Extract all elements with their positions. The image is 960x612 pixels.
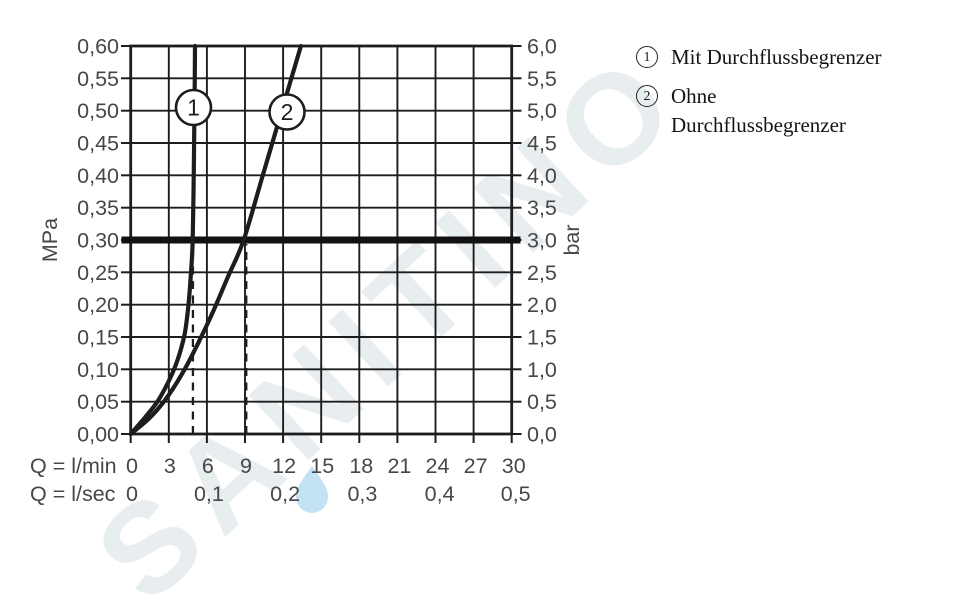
curve-2-badge: 2: [268, 93, 306, 131]
tick-label: 0: [126, 482, 138, 506]
tick-label: 0,55: [77, 67, 119, 91]
y-axis-left-labels: 0,60 0,55 0,50 0,45 0,40 0,35 0,30 0,25 …: [77, 35, 119, 447]
curve-1-badge-label: 1: [187, 95, 200, 121]
tick-label: 0,60: [77, 35, 119, 59]
y-axis-right-unit: bar: [560, 224, 584, 255]
tick-label: 0,3: [347, 482, 377, 506]
dashed-guides: [191, 243, 248, 434]
tick-label: 24: [426, 454, 450, 478]
tick-label: 9: [240, 454, 252, 478]
tick-label: 0,20: [77, 293, 119, 317]
curve-2-badge-label: 2: [281, 99, 294, 125]
tick-label: 0: [126, 454, 138, 478]
tick-label: 3,0: [527, 229, 557, 253]
tick-label: 21: [387, 454, 411, 478]
tick-label: 0,4: [425, 482, 455, 506]
tick-label: 15: [310, 454, 334, 478]
tick-label: 4,5: [527, 132, 557, 156]
legend-item-1-number-icon: 1: [636, 46, 658, 68]
tick-label: 0,25: [77, 261, 119, 285]
legend-item-2-line1: Ohne: [671, 84, 717, 108]
curve-1-badge: 1: [174, 88, 213, 127]
tick-label: 0,30: [77, 229, 119, 253]
tick-label: 0,35: [77, 196, 119, 220]
x-axis-lmin-labels: Q = l/min 0 3 6 9 12 15 18 21 24 27 30: [30, 454, 526, 478]
tick-label: 5,0: [527, 99, 557, 123]
tick-label: 0,1: [194, 482, 224, 506]
x-axis-row1-label: Q = l/min: [30, 454, 117, 478]
tick-label: 12: [272, 454, 296, 478]
tick-label: 0,00: [77, 423, 119, 447]
tick-label: 18: [349, 454, 373, 478]
tick-label: 27: [464, 454, 488, 478]
tick-label: 5,5: [527, 67, 557, 91]
y-axis-right-labels: 6,0 5,5 5,0 4,5 4,0 3,5 3,0 2,5 2,0 1,5 …: [527, 35, 557, 447]
x-axis-row2-label: Q = l/sec: [30, 482, 116, 506]
tick-label: 1,0: [527, 358, 557, 382]
tick-label: 3: [164, 454, 176, 478]
tick-label: 6,0: [527, 35, 557, 59]
legend-item-2-label: Ohne Durchflussbegrenzer: [671, 82, 846, 140]
tick-label: 0,5: [501, 482, 531, 506]
tick-label: 0,50: [77, 99, 119, 123]
tick-label: 0,0: [527, 423, 557, 447]
legend: 1 Mit Durchflussbegrenzer 2 Ohne Durchfl…: [636, 43, 946, 150]
tick-label: 2,5: [527, 261, 557, 285]
legend-item-2-number-icon: 2: [636, 85, 658, 107]
legend-item-2-line2: Durchflussbegrenzer: [671, 113, 846, 137]
x-axis-lsec-labels: Q = l/sec 0 0,1 0,2 0,3 0,4 0,5: [30, 482, 531, 506]
tick-label: 4,0: [527, 164, 557, 188]
tick-label: 0,2: [270, 482, 300, 506]
legend-item-1-label: Mit Durchflussbegrenzer: [671, 45, 882, 69]
tick-label: 1,5: [527, 326, 557, 350]
curve-with-flow-limiter: [128, 43, 198, 437]
tick-label: 0,05: [77, 390, 119, 414]
curve-without-flow-limiter: [128, 43, 303, 437]
watermark-droplet-icon: [296, 466, 328, 513]
tick-label: 0,15: [77, 326, 119, 350]
y-axis-left-unit: MPa: [38, 218, 62, 262]
tick-label: 6: [202, 454, 214, 478]
tick-label: 3,5: [527, 196, 557, 220]
tick-label: 0,45: [77, 132, 119, 156]
legend-item-2: 2 Ohne Durchflussbegrenzer: [636, 82, 946, 140]
tick-label: 30: [502, 454, 526, 478]
legend-item-1: 1 Mit Durchflussbegrenzer: [636, 43, 946, 72]
tick-label: 0,10: [77, 358, 119, 382]
tick-label: 0,5: [527, 390, 557, 414]
tick-label: 0,40: [77, 164, 119, 188]
tick-label: 2,0: [527, 293, 557, 317]
